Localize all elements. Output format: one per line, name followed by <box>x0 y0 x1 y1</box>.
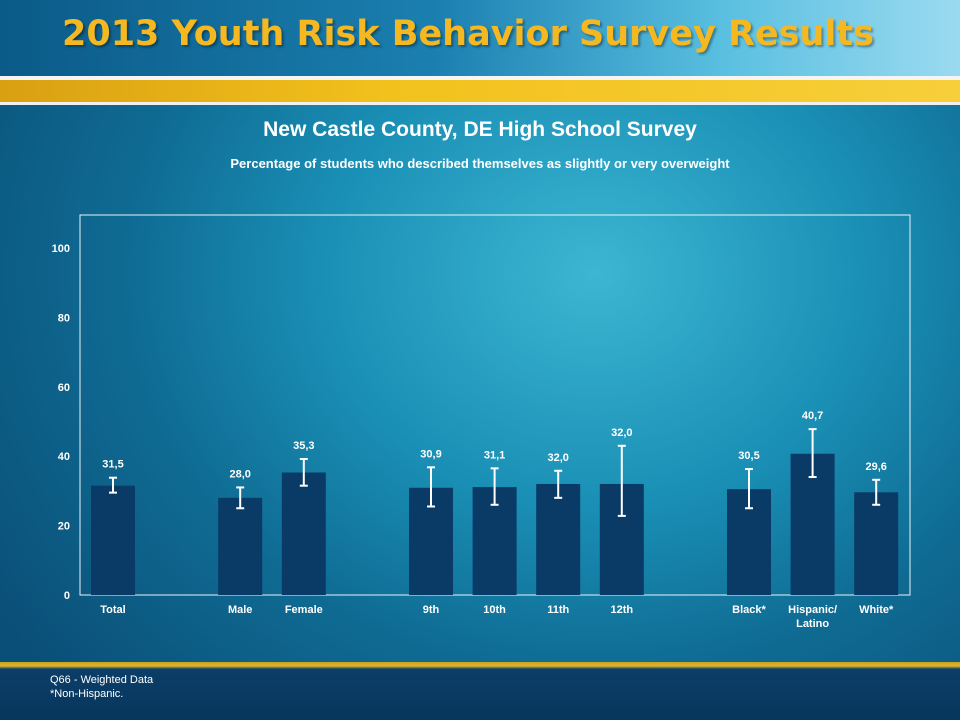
footnote-weighted: Q66 - Weighted Data <box>50 674 154 686</box>
data-label: 32,0 <box>547 452 568 464</box>
y-tick-label: 100 <box>52 243 70 255</box>
banner-title: 2013 Youth Risk Behavior Survey Results <box>62 14 874 54</box>
data-label: 40,7 <box>802 410 823 422</box>
data-label: 31,5 <box>102 459 123 471</box>
x-tick-label: Hispanic/Latino <box>788 604 837 630</box>
chart-title: New Castle County, DE High School Survey <box>263 118 697 141</box>
y-tick-label: 80 <box>58 312 70 324</box>
x-tick-label: Black* <box>732 604 766 616</box>
x-tick-label: Female <box>285 604 323 616</box>
data-label: 31,1 <box>484 449 505 461</box>
footnote-non-hispanic: *Non-Hispanic. <box>50 688 124 700</box>
bar <box>281 472 326 595</box>
y-tick-label: 40 <box>58 451 70 463</box>
data-label: 30,9 <box>420 448 441 460</box>
x-tick-label: White* <box>859 604 894 616</box>
x-tick-label: Male <box>228 604 252 616</box>
y-tick-label: 0 <box>64 590 70 602</box>
x-tick-label: Total <box>100 604 125 616</box>
header-banner: 2013 Youth Risk Behavior Survey Results <box>0 0 960 76</box>
divider-stripe-lower <box>0 102 960 105</box>
bar <box>218 497 263 595</box>
gold-stripe <box>0 80 960 102</box>
x-tick-label: 9th <box>423 604 440 616</box>
data-label: 32,0 <box>611 427 632 439</box>
bar <box>536 483 581 595</box>
bar <box>91 485 135 595</box>
x-tick-label: 10th <box>483 604 506 616</box>
data-label: 28,0 <box>229 468 250 480</box>
data-label: 35,3 <box>293 440 314 452</box>
bar <box>854 492 899 595</box>
x-tick-label: 12th <box>610 604 633 616</box>
data-label: 29,6 <box>865 461 886 473</box>
footer-bar <box>0 662 960 720</box>
divider-stripe <box>0 76 960 80</box>
y-tick-label: 20 <box>58 521 70 533</box>
data-label: 30,5 <box>738 450 759 462</box>
y-tick-label: 60 <box>58 382 70 394</box>
chart-subtitle: Percentage of students who described the… <box>230 156 730 171</box>
x-tick-label: 11th <box>547 604 569 616</box>
